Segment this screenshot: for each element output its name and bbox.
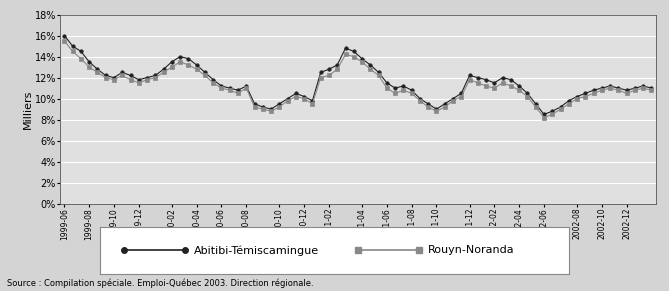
- Line: Abitibi-Témiscamingue: Abitibi-Témiscamingue: [63, 34, 653, 116]
- Rouyn-Noranda: [540, 116, 548, 119]
- Text: Source : Compilation spéciale. Emploi-Québec 2003. Direction régionale.: Source : Compilation spéciale. Emploi-Qu…: [7, 278, 313, 288]
- Abitibi-Témiscamingue: [458, 92, 466, 95]
- Abitibi-Témiscamingue: [432, 107, 440, 111]
- Rouyn-Noranda: [201, 74, 209, 77]
- Text: Rouyn-Noranda: Rouyn-Noranda: [428, 245, 514, 255]
- Abitibi-Témiscamingue: [60, 34, 68, 37]
- Rouyn-Noranda: [143, 78, 151, 81]
- Text: Abitibi-Témiscamingue: Abitibi-Témiscamingue: [194, 245, 319, 255]
- Line: Rouyn-Noranda: Rouyn-Noranda: [63, 39, 653, 119]
- Abitibi-Témiscamingue: [201, 71, 209, 74]
- Y-axis label: Milliers: Milliers: [23, 89, 33, 129]
- Rouyn-Noranda: [259, 107, 267, 111]
- Abitibi-Témiscamingue: [540, 113, 548, 116]
- Abitibi-Témiscamingue: [648, 86, 656, 90]
- Abitibi-Témiscamingue: [259, 105, 267, 109]
- Rouyn-Noranda: [458, 95, 466, 98]
- X-axis label: Année: Année: [340, 241, 376, 251]
- Rouyn-Noranda: [648, 88, 656, 92]
- Abitibi-Témiscamingue: [391, 86, 399, 90]
- Rouyn-Noranda: [60, 39, 68, 42]
- Rouyn-Noranda: [391, 92, 399, 95]
- Abitibi-Témiscamingue: [143, 76, 151, 79]
- Rouyn-Noranda: [432, 109, 440, 113]
